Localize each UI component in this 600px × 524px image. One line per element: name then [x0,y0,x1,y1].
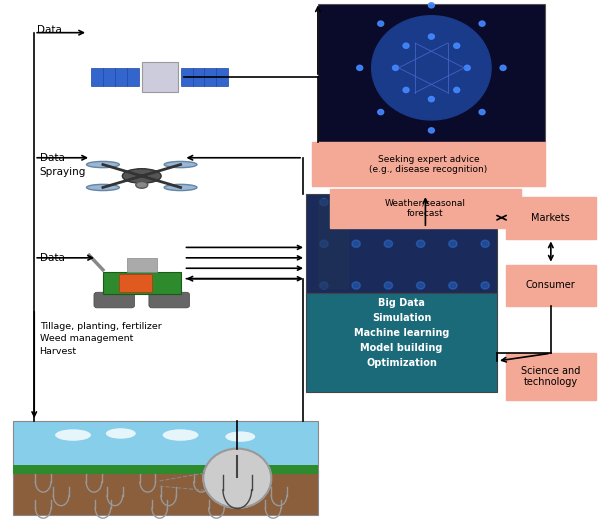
Circle shape [320,199,328,206]
Circle shape [378,110,383,115]
Circle shape [428,3,434,8]
Ellipse shape [136,181,148,188]
Circle shape [392,66,398,70]
Circle shape [357,66,363,70]
Polygon shape [318,200,348,288]
Text: Data: Data [37,25,62,35]
Circle shape [479,110,485,115]
Circle shape [203,449,271,508]
Text: Science and
technology: Science and technology [521,366,581,387]
Circle shape [352,199,361,206]
Circle shape [428,34,434,39]
Circle shape [416,282,425,289]
Ellipse shape [86,161,119,168]
Circle shape [371,16,491,120]
Ellipse shape [226,431,255,442]
Circle shape [428,96,434,102]
FancyBboxPatch shape [103,272,181,294]
Circle shape [320,240,328,247]
Text: Tillage, planting, fertilizer
Weed management
Harvest: Tillage, planting, fertilizer Weed manag… [40,322,161,356]
Circle shape [384,282,392,289]
Text: Markets: Markets [532,213,570,223]
Ellipse shape [55,429,91,441]
FancyBboxPatch shape [306,194,497,293]
Circle shape [449,240,457,247]
Circle shape [428,128,434,133]
Circle shape [403,43,409,48]
FancyBboxPatch shape [94,292,134,308]
FancyBboxPatch shape [330,189,521,228]
Circle shape [481,199,490,206]
Circle shape [378,21,383,26]
Circle shape [454,43,460,48]
Ellipse shape [106,428,136,439]
Circle shape [464,66,470,70]
FancyBboxPatch shape [13,465,318,474]
FancyBboxPatch shape [142,62,178,92]
Text: Big Data
Simulation
Machine learning
Model building
Optimization: Big Data Simulation Machine learning Mod… [354,299,449,368]
Text: Weather/seasonal
forecast: Weather/seasonal forecast [385,199,466,219]
FancyBboxPatch shape [127,258,157,272]
Ellipse shape [122,169,161,183]
Circle shape [454,88,460,93]
Circle shape [481,240,490,247]
FancyBboxPatch shape [13,471,318,515]
FancyBboxPatch shape [506,265,596,307]
Circle shape [416,199,425,206]
Text: Data: Data [40,153,64,163]
FancyBboxPatch shape [119,274,152,292]
Circle shape [479,21,485,26]
Text: Data: Data [40,253,64,263]
Circle shape [384,199,392,206]
FancyBboxPatch shape [506,197,596,238]
Circle shape [481,282,490,289]
Ellipse shape [164,184,197,191]
Ellipse shape [164,161,197,168]
Circle shape [403,88,409,93]
Circle shape [384,240,392,247]
Circle shape [449,199,457,206]
FancyBboxPatch shape [13,421,318,476]
FancyBboxPatch shape [91,68,139,86]
FancyBboxPatch shape [312,142,545,187]
Circle shape [416,240,425,247]
Circle shape [352,240,361,247]
FancyBboxPatch shape [149,292,190,308]
Circle shape [320,282,328,289]
FancyBboxPatch shape [506,353,596,400]
Text: Seeking expert advice
(e.g., disease recognition): Seeking expert advice (e.g., disease rec… [369,155,488,174]
FancyBboxPatch shape [306,293,497,392]
Circle shape [352,282,361,289]
Text: Consumer: Consumer [526,280,576,290]
Ellipse shape [86,184,119,191]
Circle shape [500,66,506,70]
FancyBboxPatch shape [181,68,229,86]
FancyBboxPatch shape [318,4,545,142]
Circle shape [449,282,457,289]
Text: Spraying: Spraying [40,167,86,177]
Ellipse shape [163,429,199,441]
